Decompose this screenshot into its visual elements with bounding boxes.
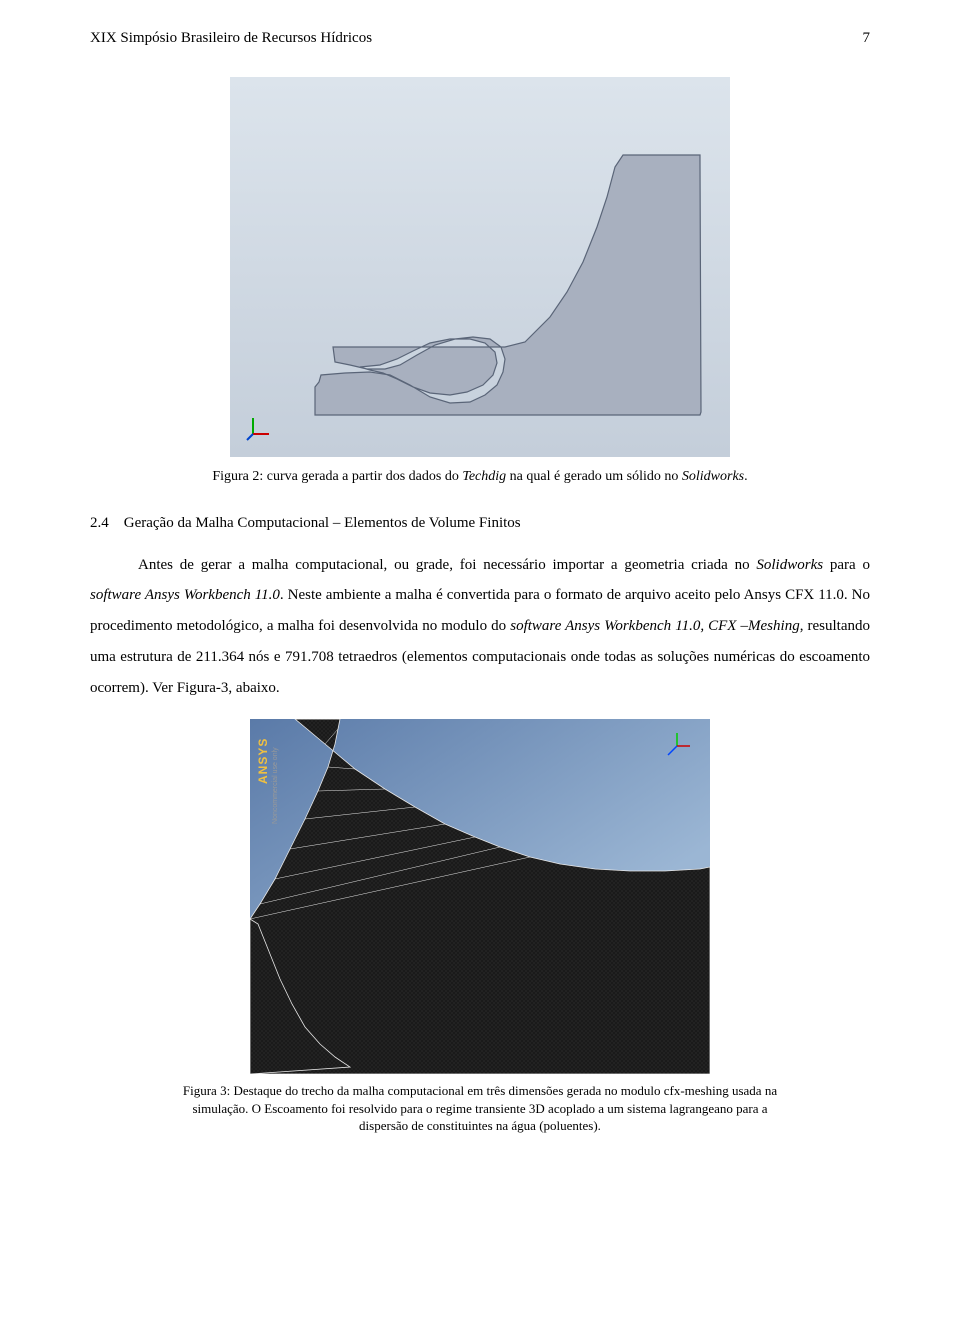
- body-paragraph: Antes de gerar a malha computacional, ou…: [90, 550, 870, 704]
- figure-3-container: ANSYS Noncommercial use only Figura 3: D…: [90, 719, 870, 1135]
- figure-2-container: Figura 2: curva gerada a partir dos dado…: [90, 77, 870, 487]
- figure-3-image: ANSYS Noncommercial use only: [250, 719, 710, 1074]
- page-number: 7: [863, 30, 871, 47]
- mesh-rendering: [250, 719, 710, 1074]
- caption-line: Figura 3: Destaque do trecho da malha co…: [183, 1083, 777, 1098]
- para-text: para o: [823, 557, 870, 573]
- caption-line: simulação. O Escoamento foi resolvido pa…: [192, 1101, 767, 1116]
- para-italic: software Ansys Workbench 11.0: [90, 587, 280, 603]
- para-italic: Solidworks: [756, 557, 823, 573]
- caption-italic: Solidworks: [682, 469, 744, 484]
- figure-2-caption: Figura 2: curva gerada a partir dos dado…: [90, 467, 870, 487]
- para-italic: software Ansys Workbench 11.0, CFX –Mesh…: [510, 618, 799, 634]
- figure-2-image: [230, 77, 730, 457]
- para-text: Antes de gerar a malha computacional, ou…: [138, 557, 756, 573]
- caption-italic: Techdig: [462, 469, 506, 484]
- section-heading: 2.4 Geração da Malha Computacional – Ele…: [90, 515, 870, 532]
- page-header: XIX Simpósio Brasileiro de Recursos Hídr…: [90, 30, 870, 47]
- solidworks-shape: [305, 147, 705, 427]
- triad-icon: [662, 731, 692, 761]
- figure-3-caption: Figura 3: Destaque do trecho da malha co…: [90, 1082, 870, 1135]
- section-number: 2.4: [90, 515, 109, 531]
- ansys-logo-text: ANSYS: [256, 738, 270, 784]
- ansys-sublabel-text: Noncommercial use only: [272, 748, 279, 825]
- caption-text: Figura 2: curva gerada a partir dos dado…: [212, 469, 462, 484]
- axis-indicator-icon: [245, 412, 275, 442]
- section-title-text: Geração da Malha Computacional – Element…: [124, 515, 521, 531]
- caption-text: .: [744, 469, 748, 484]
- caption-line: dispersão de constituintes na água (polu…: [359, 1118, 601, 1133]
- header-title: XIX Simpósio Brasileiro de Recursos Hídr…: [90, 30, 372, 47]
- caption-text: na qual é gerado um sólido no: [506, 469, 682, 484]
